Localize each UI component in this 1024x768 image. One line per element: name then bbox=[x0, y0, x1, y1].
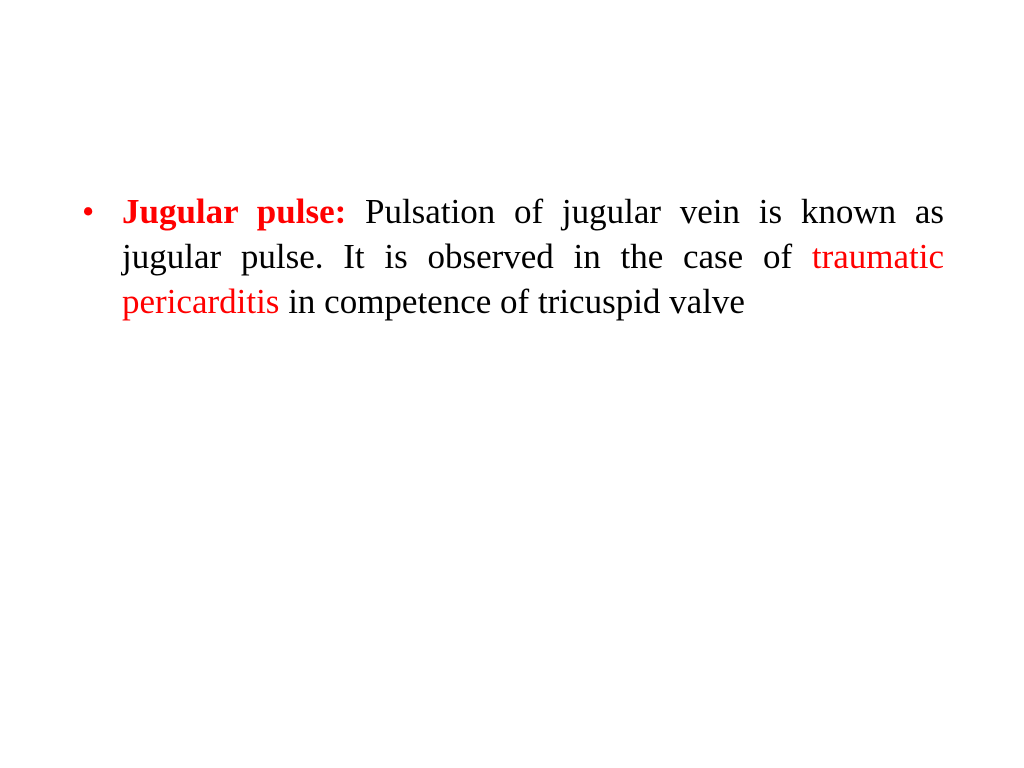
body-text-segment-2: in competence of tricuspid valve bbox=[279, 282, 745, 321]
bullet-marker-icon: • bbox=[82, 190, 94, 235]
term-heading: Jugular pulse: bbox=[122, 192, 346, 231]
bullet-list: • Jugular pulse: Pulsation of jugular ve… bbox=[80, 190, 944, 324]
slide-container: • Jugular pulse: Pulsation of jugular ve… bbox=[0, 0, 1024, 768]
bullet-item: • Jugular pulse: Pulsation of jugular ve… bbox=[80, 190, 944, 324]
